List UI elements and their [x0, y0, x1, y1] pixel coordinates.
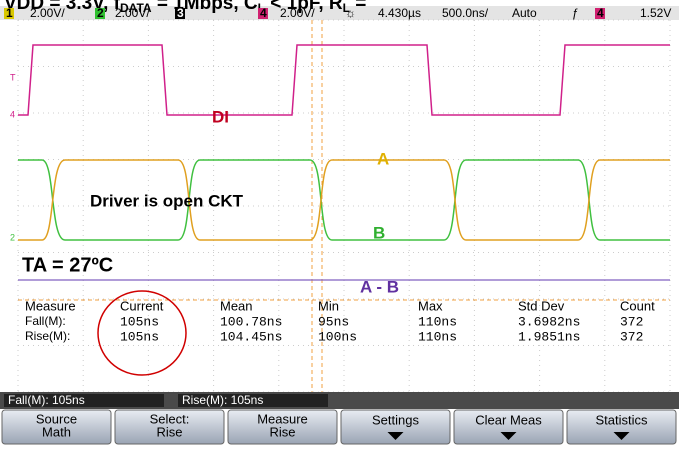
softkey-label: Measure: [257, 411, 308, 426]
di-label: DI: [212, 107, 229, 126]
fall-readout: Fall(M): 105ns: [8, 393, 85, 407]
softkey-arrow: [500, 432, 517, 440]
measure-header: Min: [318, 298, 339, 313]
trigger-slope: ƒ: [572, 6, 579, 20]
measure-value: 110ns: [418, 314, 457, 329]
softkey-arrow: [387, 432, 404, 440]
ch4-tag: 4: [260, 6, 267, 20]
measure-value: 105ns: [120, 329, 159, 344]
temperature-note: TA = 27ºC: [22, 254, 113, 276]
softkey[interactable]: [566, 409, 677, 445]
trigger-level: 1.52V: [640, 6, 671, 20]
softkey-label: Rise: [269, 424, 295, 439]
rise-readout: Rise(M): 105ns: [182, 393, 263, 407]
a-label: A: [377, 149, 389, 168]
measure-value: 95ns: [318, 314, 349, 329]
measure-header: Mean: [220, 298, 253, 313]
trigger-mode: Auto: [512, 6, 537, 20]
measure-name: Fall(M):: [25, 314, 66, 328]
measure-value: 3.6982ns: [518, 314, 580, 329]
measure-value: 100ns: [318, 329, 357, 344]
softkey[interactable]: [340, 409, 451, 445]
trigger-marker: T: [10, 72, 16, 82]
ch3-tag: 3: [177, 6, 184, 20]
measure-header: Std Dev: [518, 298, 565, 313]
di-trace: [18, 44, 670, 116]
ch4-scale: 2.00V/: [280, 6, 315, 20]
measure-value: 1.9851ns: [518, 329, 580, 344]
softkey[interactable]: [227, 409, 338, 445]
softkey-label: Rise: [156, 424, 182, 439]
readout-bar: [0, 392, 679, 409]
softkey-label: Clear Meas: [475, 412, 542, 427]
softkey-label: Math: [42, 424, 71, 439]
trig-ch: 4: [597, 6, 604, 20]
highlight-circle: [97, 290, 187, 376]
a-minus-b-label: A - B: [360, 277, 399, 296]
delay: 4.430µs: [378, 6, 421, 20]
measure-value: 372: [620, 314, 643, 329]
measure-header: Current: [120, 298, 164, 313]
ch1-tag: 1: [6, 6, 13, 20]
softkey[interactable]: [1, 409, 112, 445]
timebase: 500.0ns/: [442, 6, 489, 20]
measure-value: 372: [620, 329, 643, 344]
softkey-arrow: [613, 432, 630, 440]
softkey-label: Statistics: [595, 412, 648, 427]
softkeys: SourceMathSelect:RiseMeasureRiseSettings…: [1, 409, 677, 445]
measure-header: Measure: [25, 298, 76, 313]
delay-icon: ☼: [345, 6, 356, 20]
measure-value: 105ns: [120, 314, 159, 329]
measure-value: 100.78ns: [220, 314, 282, 329]
softkey-label: Source: [36, 411, 77, 426]
softkey-label: Settings: [372, 412, 419, 427]
ch2-tag: 2: [97, 6, 104, 20]
softkey-label: Select:: [150, 411, 190, 426]
ch1-scale: 2.00V/: [30, 6, 65, 20]
ch2-scale: 2.00V/: [115, 6, 150, 20]
measure-name: Rise(M):: [25, 329, 70, 343]
b-label: B: [373, 223, 385, 242]
measure-header: Count: [620, 298, 655, 313]
ch4-marker: 4: [10, 109, 15, 119]
ch2-marker: 2: [10, 232, 15, 242]
softkey[interactable]: [453, 409, 564, 445]
measure-value: 104.45ns: [220, 329, 282, 344]
softkey[interactable]: [114, 409, 225, 445]
driver-note: Driver is open CKT: [90, 191, 244, 210]
a-trace: [18, 159, 670, 241]
measure-value: 110ns: [418, 329, 457, 344]
measure-header: Max: [418, 298, 443, 313]
status-bar: [0, 6, 679, 20]
measurements: Measure Current Mean Min Max Std Dev Count Fall…: [25, 298, 655, 344]
